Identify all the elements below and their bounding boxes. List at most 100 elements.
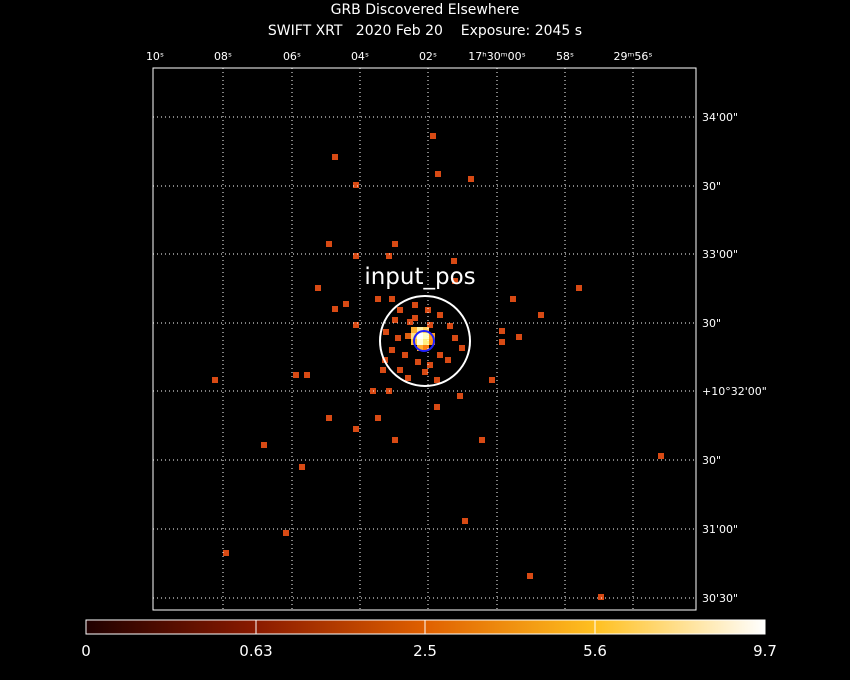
photon xyxy=(386,253,392,259)
photon xyxy=(437,312,443,318)
photon xyxy=(527,573,533,579)
photon xyxy=(510,296,516,302)
photon xyxy=(434,404,440,410)
photon xyxy=(423,333,429,339)
right-tick-label: 30" xyxy=(702,454,721,467)
photon xyxy=(499,339,505,345)
photon xyxy=(427,362,433,368)
photon xyxy=(499,328,505,334)
photon xyxy=(445,357,451,363)
photon xyxy=(405,375,411,381)
title: GRB Discovered Elsewhere xyxy=(331,2,520,18)
plot-frame xyxy=(152,67,697,611)
top-tick-label: 29ᵐ56ˢ xyxy=(614,50,653,63)
photon xyxy=(353,322,359,328)
photon xyxy=(283,530,289,536)
photon xyxy=(598,594,604,600)
top-tick-label: 06ˢ xyxy=(283,50,301,63)
photon xyxy=(452,335,458,341)
photon-events xyxy=(212,133,664,600)
photon xyxy=(353,426,359,432)
photon xyxy=(353,182,359,188)
colorbar-label: 5.6 xyxy=(583,642,607,660)
colorbar-label: 9.7 xyxy=(753,642,777,660)
photon xyxy=(658,453,664,459)
photon xyxy=(415,359,421,365)
photon xyxy=(397,367,403,373)
photon xyxy=(304,372,310,378)
photon xyxy=(392,437,398,443)
colorbar-label: 0 xyxy=(81,642,91,660)
colorbar-label: 2.5 xyxy=(413,642,437,660)
photon xyxy=(397,307,403,313)
photon xyxy=(392,241,398,247)
photon xyxy=(468,176,474,182)
photon xyxy=(405,333,411,339)
top-tick-label: 58ˢ xyxy=(556,50,574,63)
colorbar-label: 0.63 xyxy=(239,642,272,660)
photon xyxy=(395,335,401,341)
photon xyxy=(326,241,332,247)
photon xyxy=(423,339,429,345)
photon xyxy=(375,415,381,421)
photon xyxy=(293,372,299,378)
right-tick-label: 30'30" xyxy=(702,592,738,605)
right-tick-label: 31'00" xyxy=(702,523,738,536)
photon xyxy=(212,377,218,383)
top-tick-label: 04ˢ xyxy=(351,50,369,63)
top-tick-label: 17ʰ30ᵐ00ˢ xyxy=(468,50,525,63)
top-tick-label: 02ˢ xyxy=(419,50,437,63)
photon xyxy=(223,550,229,556)
photon xyxy=(412,315,418,321)
photon xyxy=(417,339,423,345)
photon xyxy=(315,285,321,291)
photon xyxy=(447,323,453,329)
annotation: input_pos xyxy=(364,264,475,290)
photon xyxy=(425,307,431,313)
right-tick-label: 34'00" xyxy=(702,111,738,124)
photon xyxy=(435,171,441,177)
right-tick-label: 33'00" xyxy=(702,248,738,261)
photon xyxy=(423,327,429,333)
photon xyxy=(353,253,359,259)
photon xyxy=(417,333,423,339)
photon xyxy=(538,312,544,318)
photon xyxy=(392,317,398,323)
photon xyxy=(576,285,582,291)
photon xyxy=(375,296,381,302)
photon xyxy=(343,301,349,307)
photon xyxy=(411,333,417,339)
photon xyxy=(451,258,457,264)
photon xyxy=(380,367,386,373)
photon xyxy=(489,377,495,383)
photon xyxy=(422,369,428,375)
right-tick-label: 30" xyxy=(702,317,721,330)
right-tick-label: +10°32'00" xyxy=(702,385,767,398)
photon xyxy=(434,377,440,383)
photon xyxy=(389,347,395,353)
photon xyxy=(457,393,463,399)
photon xyxy=(332,154,338,160)
photon xyxy=(261,442,267,448)
photon xyxy=(417,345,423,351)
photon xyxy=(407,319,413,325)
photon xyxy=(452,278,458,284)
photon xyxy=(430,133,436,139)
photon xyxy=(462,518,468,524)
photon xyxy=(326,415,332,421)
source-region xyxy=(379,295,471,387)
photon xyxy=(479,437,485,443)
photon xyxy=(412,302,418,308)
photon xyxy=(402,352,408,358)
photon xyxy=(299,464,305,470)
photon xyxy=(383,329,389,335)
subtitle: SWIFT XRT 2020 Feb 20 Exposure: 2045 s xyxy=(268,23,582,39)
photon xyxy=(516,334,522,340)
top-tick-label: 10ˢ xyxy=(146,50,164,63)
right-tick-label: 30" xyxy=(702,180,721,193)
photon xyxy=(332,306,338,312)
top-tick-label: 08ˢ xyxy=(214,50,232,63)
photon xyxy=(417,327,423,333)
